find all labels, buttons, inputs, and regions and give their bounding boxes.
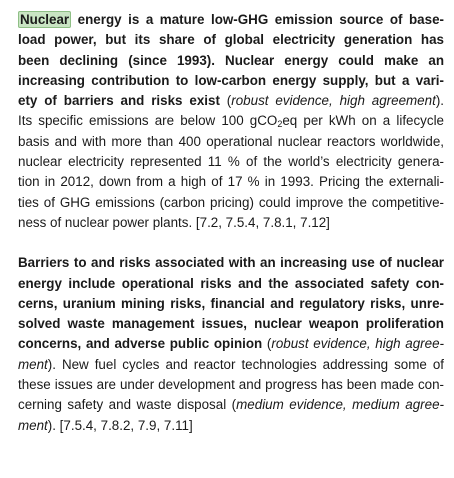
paragraph-nuclear-energy-summary: Nuclear energy is a mature low-GHG emiss… — [18, 10, 444, 233]
text-line: ety of barriers and risks exist (robust … — [18, 91, 444, 111]
evidence-open: ( — [262, 336, 271, 351]
text-line: Its specific emissions are below 100 gCO… — [18, 111, 444, 131]
evidence-qualifier: medium evidence, medium agree- — [236, 397, 444, 412]
text-line: Barriers to and risks associated with an… — [18, 253, 444, 273]
bold-text: energy is a mature low-GHG emission sour… — [71, 12, 444, 27]
body-text: eq per kWh on a lifecycle — [282, 113, 444, 128]
text-line: energy include operational risks and the… — [18, 274, 444, 294]
paragraph-nuclear-barriers-risks: Barriers to and risks associated with an… — [18, 253, 444, 436]
document-page: Nuclear energy is a mature low-GHG emiss… — [18, 10, 444, 436]
evidence-close: ). — [436, 93, 444, 108]
evidence-qualifier: robust evidence, high agreement — [231, 93, 436, 108]
evidence-qualifier: ment — [18, 357, 48, 372]
text-line: solved waste management issues, nuclear … — [18, 314, 444, 334]
text-line: ties of GHG emissions (carbon pricing) c… — [18, 193, 444, 213]
text-line: tion in 2012, down from a high of 17 % i… — [18, 172, 444, 192]
evidence-qualifier: ment — [18, 418, 48, 433]
text-line: cerns, uranium mining risks, financial a… — [18, 294, 444, 314]
body-text: ). New fuel cycles and reactor technolog… — [48, 357, 444, 372]
text-line: load power, but its share of global elec… — [18, 30, 444, 50]
text-line: concerns, and adverse public opinion (ro… — [18, 334, 444, 354]
text-line: increasing contribution to low-carbon en… — [18, 71, 444, 91]
bold-text: concerns, and adverse public opinion — [18, 336, 262, 351]
text-line: basis and with more than 400 operational… — [18, 132, 444, 152]
body-text: ). [7.5.4, 7.8.2, 7.9, 7.11] — [48, 418, 193, 433]
text-line: these issues are under development and p… — [18, 375, 444, 395]
text-line: ment). New fuel cycles and reactor techn… — [18, 355, 444, 375]
evidence-qualifier: robust evidence, high agree- — [271, 336, 444, 351]
text-line: been declining (since 1993). Nuclear ene… — [18, 51, 444, 71]
evidence-open: ( — [220, 93, 231, 108]
text-line: nuclear electricity represented 11 % of … — [18, 152, 444, 172]
body-text: Its specific emissions are below 100 gCO — [18, 113, 277, 128]
text-line: ment). [7.5.4, 7.8.2, 7.9, 7.11] — [18, 416, 444, 436]
highlighted-term: Nuclear — [18, 11, 71, 28]
text-line: cerning safety and waste disposal (mediu… — [18, 395, 444, 415]
text-line: ness of nuclear power plants. [7.2, 7.5.… — [18, 213, 444, 233]
text-line: Nuclear energy is a mature low-GHG emiss… — [18, 10, 444, 30]
bold-text: ety of barriers and risks exist — [18, 93, 220, 108]
body-text: cerning safety and waste disposal ( — [18, 397, 236, 412]
